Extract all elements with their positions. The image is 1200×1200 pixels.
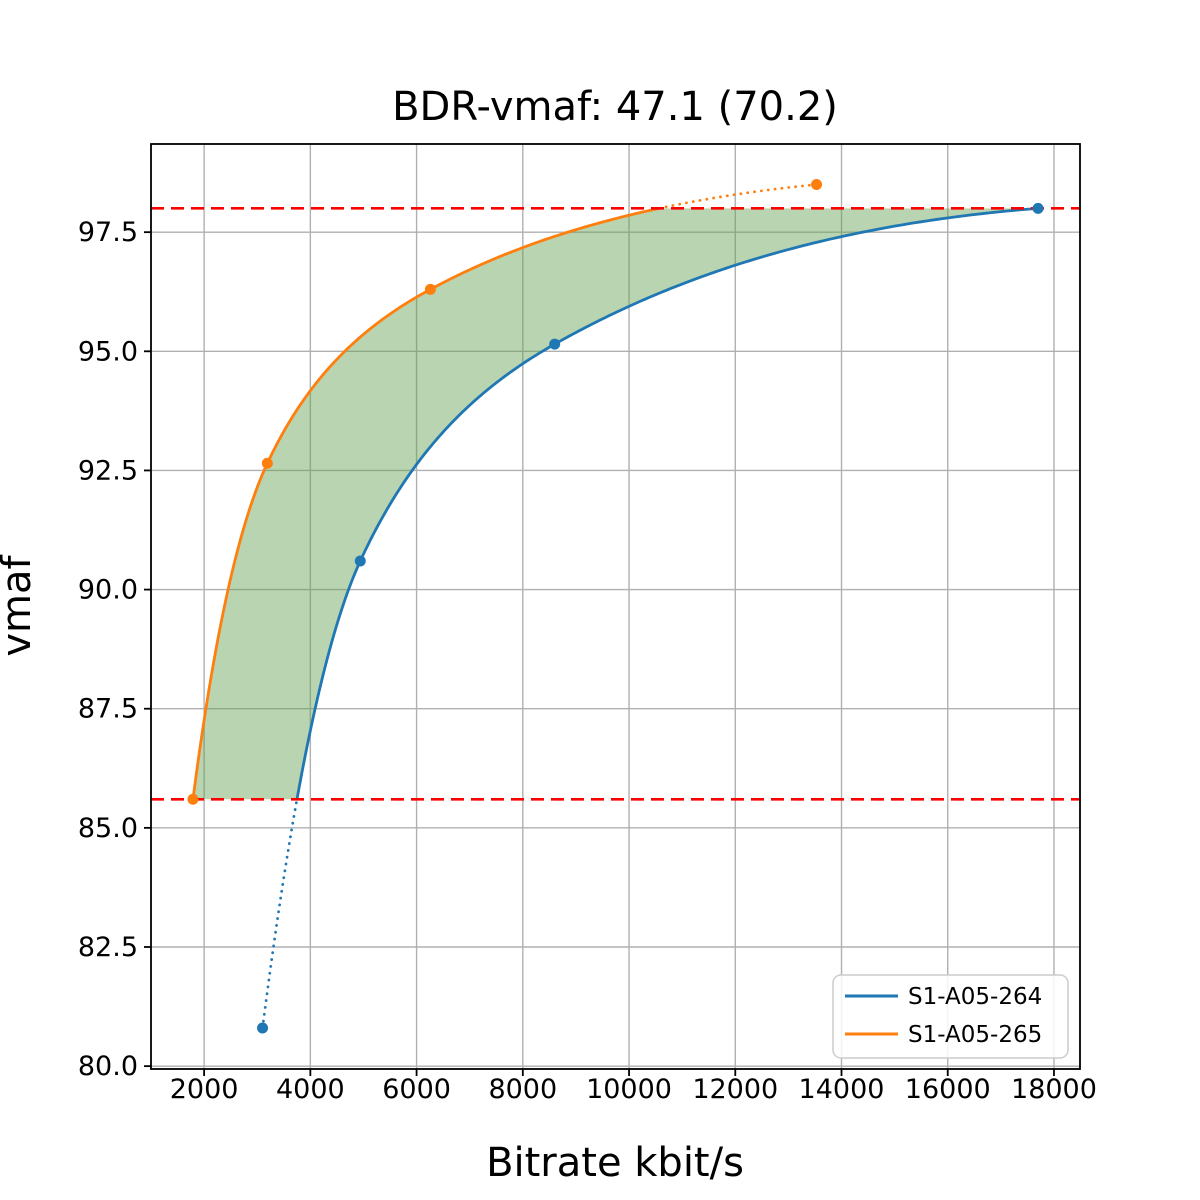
- y-tick-label: 95.0: [78, 336, 138, 367]
- y-tick-label: 85.0: [78, 813, 138, 844]
- x-tick-label: 14000: [799, 1074, 885, 1105]
- x-tick-label: 8000: [488, 1074, 557, 1105]
- series-264-point: [1032, 202, 1044, 214]
- x-tick-label: 10000: [586, 1074, 672, 1105]
- y-tick-label: 80.0: [78, 1051, 138, 1082]
- y-tick-label: 82.5: [78, 932, 138, 963]
- y-axis-label: vmaf: [0, 554, 40, 656]
- series-265-point: [187, 793, 199, 805]
- legend-label-265: S1-A05-265: [908, 1022, 1042, 1048]
- series-264-point: [354, 555, 366, 567]
- series-264-extrapolated-dotted: [261, 797, 299, 1030]
- axis-ticks: [144, 231, 1055, 1076]
- rd-curves: [191, 183, 1039, 1030]
- series-265-point: [811, 179, 823, 191]
- x-tick-label: 2000: [170, 1074, 239, 1105]
- axis-tick-labels: 2000 4000 6000 8000 10000 12000 14000 16000 1800…: [78, 217, 1097, 1105]
- y-tick-label: 87.5: [78, 694, 138, 725]
- y-tick-label: 97.5: [78, 217, 138, 248]
- x-tick-label: 4000: [276, 1074, 345, 1105]
- series-264-point: [257, 1022, 269, 1034]
- data-point-markers: [187, 179, 1044, 1034]
- series-265-point: [261, 457, 273, 469]
- series-264-curve: [295, 206, 1039, 800]
- y-tick-label: 90.0: [78, 575, 138, 606]
- series-265-point: [424, 283, 436, 295]
- series-265-extrapolated-dotted: [657, 183, 818, 210]
- vmaf-bound-lines: [151, 207, 1080, 801]
- series-264-point: [549, 338, 561, 350]
- legend: S1-A05-264 S1-A05-265: [832, 974, 1069, 1059]
- x-tick-label: 16000: [905, 1074, 991, 1105]
- chart-title: BDR-vmaf: 47.1 (70.2): [392, 84, 838, 130]
- x-tick-label: 12000: [692, 1074, 778, 1105]
- bd-area-polygon: [192, 208, 1039, 800]
- grid-lines: [151, 144, 1080, 1069]
- x-tick-label: 18000: [1011, 1074, 1097, 1105]
- x-axis-label: Bitrate kbit/s: [486, 1140, 744, 1186]
- bd-shaded-region: [192, 208, 1039, 800]
- y-tick-label: 92.5: [78, 455, 138, 486]
- x-tick-label: 6000: [382, 1074, 451, 1105]
- series-265-curve: [191, 206, 660, 800]
- plot-border: [150, 143, 1081, 1070]
- legend-label-264: S1-A05-264: [908, 984, 1042, 1010]
